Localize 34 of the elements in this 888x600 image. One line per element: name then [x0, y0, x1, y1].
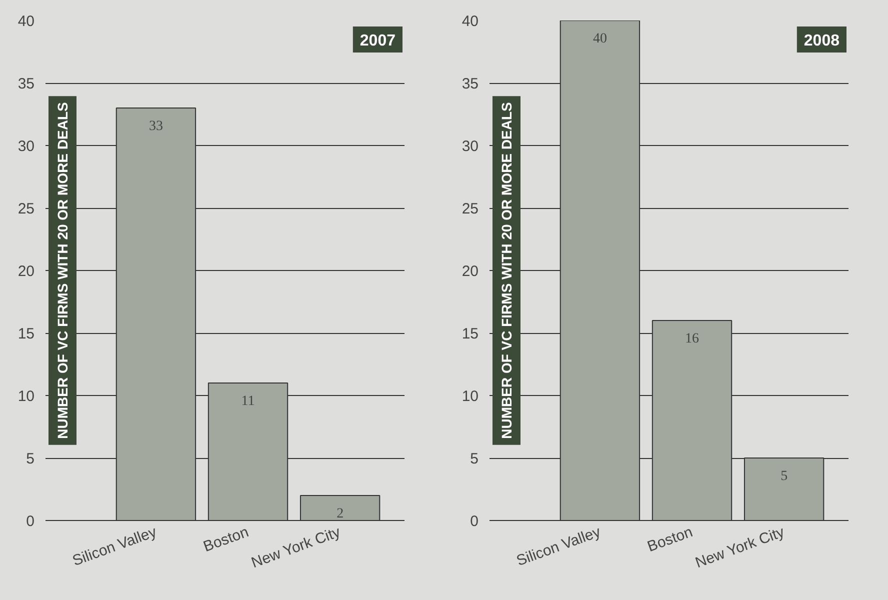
y-tick-label: 40 [18, 13, 35, 30]
y-tick-label: 30 [18, 138, 35, 155]
y-tick-label: 15 [462, 326, 479, 342]
x-tick-label: New York City [249, 523, 344, 572]
y-tick-label: 20 [18, 263, 35, 280]
data-label: 2 [336, 506, 344, 522]
x-tick-label: Boston [645, 524, 695, 556]
y-tick-label: 15 [18, 326, 35, 342]
data-label: 33 [148, 119, 163, 134]
text: 2008 [804, 32, 840, 50]
y-tick-label: 0 [470, 513, 478, 530]
x-tick-label: Silicon Valley [70, 523, 160, 570]
text: 2007 [360, 32, 396, 50]
y-tick-label: 35 [18, 76, 35, 92]
y-tick-label: 10 [462, 388, 479, 405]
data-label: 40 [592, 32, 607, 46]
y-axis-title: NUMBER OF VC FIRMS WITH 20 OR MORE DEALS [498, 102, 514, 439]
y-tick-label: 25 [462, 200, 479, 218]
y-tick-label: 35 [462, 76, 479, 92]
data-label: 16 [685, 332, 700, 346]
y-tick-label: 40 [462, 13, 479, 30]
y-tick-label: 5 [470, 450, 478, 468]
data-label: 11 [241, 394, 255, 409]
data-label: 5 [780, 469, 788, 484]
y-axis-title: NUMBER OF VC FIRMS WITH 20 OR MORE DEALS [54, 102, 70, 439]
y-tick-label: 20 [462, 263, 479, 280]
x-tick-label: New York City [693, 523, 788, 572]
y-tick-label: 0 [26, 513, 34, 530]
x-tick-label: Boston [201, 524, 251, 556]
y-tick-label: 10 [18, 388, 35, 405]
x-tick-label: Silicon Valley [514, 523, 604, 570]
y-tick-label: 25 [18, 200, 35, 218]
y-tick-label: 30 [462, 138, 479, 155]
y-tick-label: 5 [26, 450, 34, 468]
